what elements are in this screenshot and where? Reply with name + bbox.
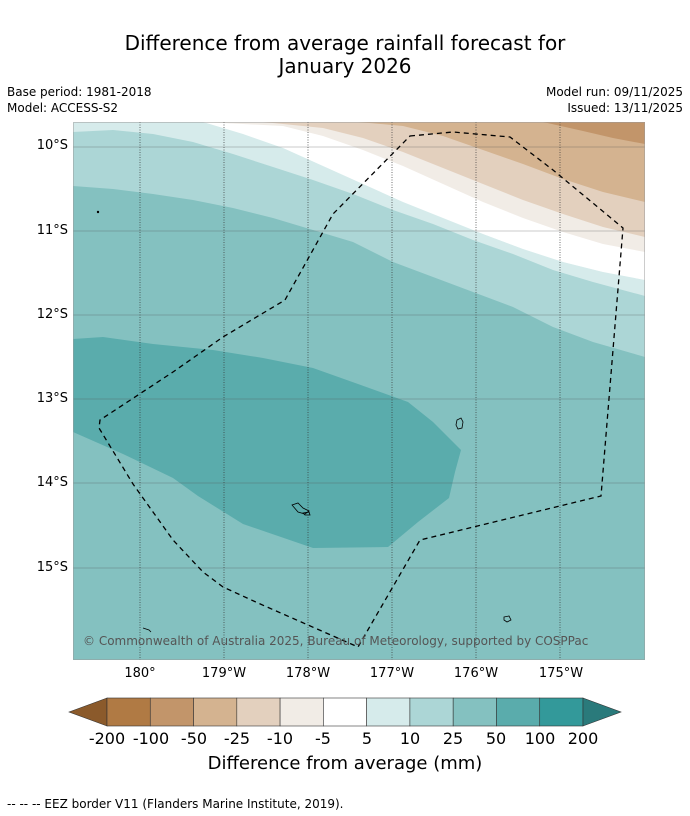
copyright-notice: © Commonwealth of Australia 2025, Bureau… bbox=[83, 634, 589, 648]
lon-label-177w: 177°W bbox=[369, 666, 415, 681]
lat-label-10s: 10°S bbox=[36, 138, 68, 153]
legend-tick: 200 bbox=[567, 729, 599, 748]
colorbar-arrow-min bbox=[68, 697, 108, 727]
map-title-line1: Difference from average rainfall forecas… bbox=[124, 31, 566, 55]
band-minus50 bbox=[543, 122, 645, 144]
lon-label-178w: 178°W bbox=[285, 666, 331, 681]
colorbar-arrow-max bbox=[582, 697, 622, 727]
colorbar-cell bbox=[193, 697, 238, 727]
colorbar bbox=[68, 697, 622, 727]
model-run: Model run: 09/11/2025 bbox=[545, 85, 683, 99]
legend-tick: 10 bbox=[399, 729, 421, 748]
map-panel[interactable] bbox=[73, 122, 645, 660]
map-title-line2: January 2026 bbox=[278, 54, 412, 78]
legend-tick: -10 bbox=[266, 729, 294, 748]
colorbar-cell bbox=[539, 697, 584, 727]
legend-tick: -25 bbox=[223, 729, 251, 748]
colorbar-cell bbox=[149, 697, 194, 727]
lat-label-14s: 14°S bbox=[36, 475, 68, 490]
legend-tick: -100 bbox=[132, 729, 170, 748]
band-50-100 bbox=[73, 337, 461, 548]
legend-tick: -5 bbox=[315, 729, 331, 748]
rainfall-map bbox=[73, 122, 645, 660]
lat-label-15s: 15°S bbox=[36, 560, 68, 575]
legend-title: Difference from average (mm) bbox=[207, 753, 483, 774]
legend-tick: 25 bbox=[442, 729, 464, 748]
lat-label-13s: 13°S bbox=[36, 391, 68, 406]
colorbar-cell bbox=[323, 697, 367, 727]
base-period: Base period: 1981-2018 bbox=[7, 85, 152, 99]
legend-tick: 5 bbox=[361, 729, 373, 748]
colorbar-cell bbox=[452, 697, 497, 727]
legend-tick: -200 bbox=[88, 729, 126, 748]
lon-label-175w: 175°W bbox=[538, 666, 584, 681]
issued-date: Issued: 13/11/2025 bbox=[567, 101, 683, 115]
lon-label-180: 180° bbox=[124, 666, 156, 681]
colorbar-cell bbox=[409, 697, 454, 727]
lon-label-176w: 176°W bbox=[453, 666, 499, 681]
colorbar-cell bbox=[366, 697, 411, 727]
colorbar-cell bbox=[106, 697, 151, 727]
lat-label-12s: 12°S bbox=[36, 307, 68, 322]
latitude-gridlines bbox=[73, 146, 645, 569]
legend-tick: 100 bbox=[524, 729, 556, 748]
legend-tick: 50 bbox=[485, 729, 507, 748]
colorbar-cell bbox=[279, 697, 324, 727]
eez-border bbox=[98, 131, 624, 648]
colorbar-cells bbox=[106, 697, 584, 727]
longitude-gridlines bbox=[139, 122, 561, 660]
map-frame bbox=[73, 122, 645, 660]
eez-footnote: -- -- -- EEZ border V11 (Flanders Marine… bbox=[7, 797, 344, 811]
model-name: Model: ACCESS-S2 bbox=[7, 101, 119, 115]
lat-label-11s: 11°S bbox=[36, 223, 68, 238]
colorbar-cell bbox=[236, 697, 281, 727]
island-outlines bbox=[96, 210, 512, 633]
band-minus25 bbox=[358, 122, 645, 202]
lon-label-179w: 179°W bbox=[201, 666, 247, 681]
colorbar-cell bbox=[496, 697, 541, 727]
legend-tick: -50 bbox=[180, 729, 208, 748]
